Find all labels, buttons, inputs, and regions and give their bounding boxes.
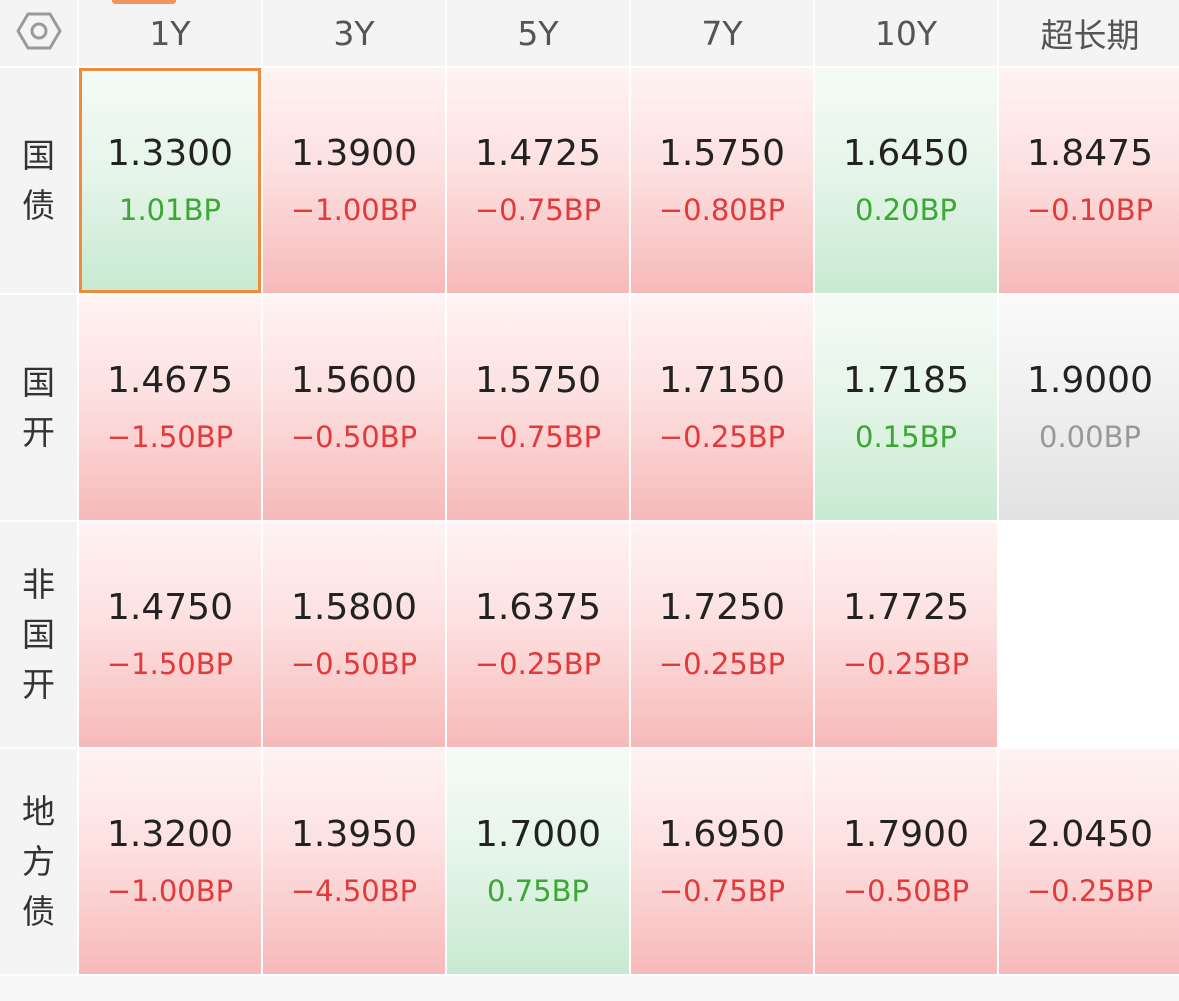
yield-value: 1.4675	[107, 359, 233, 401]
yield-change: −0.80BP	[658, 192, 786, 227]
yield-value: 1.3950	[291, 813, 417, 855]
row-label-char: 非	[22, 564, 55, 604]
yield-cell[interactable]: 1.5750 −0.80BP	[631, 68, 813, 293]
settings-button[interactable]	[0, 0, 176, 66]
yield-cell[interactable]: 1.4750 −1.50BP	[79, 522, 261, 747]
yield-value: 1.7725	[843, 586, 969, 628]
yield-value: 1.6450	[843, 132, 969, 174]
yield-change: −0.75BP	[474, 192, 602, 227]
hexagon-gear-icon	[16, 11, 62, 55]
active-tab-indicator	[112, 0, 176, 4]
yield-value: 1.3300	[107, 132, 233, 174]
yield-change: 0.20BP	[855, 192, 957, 227]
row-label-local-gov: 地 方 债	[0, 749, 77, 974]
tenor-header-7y: 7Y	[631, 0, 813, 66]
yield-value: 1.5750	[659, 132, 785, 174]
row-label-char: 开	[22, 664, 55, 704]
row-label-char: 债	[22, 185, 55, 225]
yield-cell[interactable]: 2.0450 −0.25BP	[999, 749, 1179, 974]
row-label-char: 国	[22, 135, 55, 175]
row-label-char: 国	[22, 362, 55, 402]
yield-change: −1.50BP	[106, 646, 234, 681]
yield-change: −0.75BP	[658, 873, 786, 908]
tenor-header-1y: 1Y	[79, 0, 261, 66]
yield-cell[interactable]: 1.3950 −4.50BP	[263, 749, 445, 974]
yield-cell[interactable]: 1.3200 −1.00BP	[79, 749, 261, 974]
yield-cell[interactable]: 1.5800 −0.50BP	[263, 522, 445, 747]
yield-change: −1.50BP	[106, 419, 234, 454]
row-label-char: 方	[22, 841, 55, 881]
yield-cell[interactable]: 1.6375 −0.25BP	[447, 522, 629, 747]
row-label-char: 债	[22, 891, 55, 931]
yield-value: 2.0450	[1027, 813, 1153, 855]
row-label-non-cdb: 非 国 开	[0, 522, 77, 747]
yield-value: 1.3200	[107, 813, 233, 855]
yield-cell[interactable]: 1.4725 −0.75BP	[447, 68, 629, 293]
yield-value: 1.9000	[1027, 359, 1153, 401]
yield-value: 1.7150	[659, 359, 785, 401]
row-label-char: 国	[22, 614, 55, 654]
yield-change: −1.00BP	[290, 192, 418, 227]
yield-cell[interactable]: 1.9000 0.00BP	[999, 295, 1179, 520]
yield-change: −0.25BP	[658, 419, 786, 454]
yield-cell[interactable]: 1.3900 −1.00BP	[263, 68, 445, 293]
yield-value: 1.4725	[475, 132, 601, 174]
yield-value: 1.7000	[475, 813, 601, 855]
yield-change: −0.50BP	[290, 646, 418, 681]
yield-value: 1.7250	[659, 586, 785, 628]
yield-cell[interactable]: 1.7150 −0.25BP	[631, 295, 813, 520]
tenor-header-3y: 3Y	[263, 0, 445, 66]
tenor-header-10y: 10Y	[815, 0, 997, 66]
yield-change: 0.75BP	[487, 873, 589, 908]
yield-cell[interactable]: 1.7185 0.15BP	[815, 295, 997, 520]
yield-cell[interactable]: 1.6950 −0.75BP	[631, 749, 813, 974]
yield-change: −0.25BP	[842, 646, 970, 681]
empty-cell	[999, 522, 1179, 747]
yield-change: −0.50BP	[842, 873, 970, 908]
row-label-char: 开	[22, 412, 55, 452]
bottom-divider	[0, 976, 1179, 1001]
row-label-cdb: 国 开	[0, 295, 77, 520]
yield-change: −1.00BP	[106, 873, 234, 908]
yield-cell[interactable]: 1.7725 −0.25BP	[815, 522, 997, 747]
yield-cell[interactable]: 1.8475 −0.10BP	[999, 68, 1179, 293]
yield-value: 1.6950	[659, 813, 785, 855]
yield-cell[interactable]: 1.4675 −1.50BP	[79, 295, 261, 520]
yield-cell[interactable]: 1.6450 0.20BP	[815, 68, 997, 293]
row-label-char: 地	[22, 791, 55, 831]
yield-value: 1.5800	[291, 586, 417, 628]
yield-cell[interactable]: 1.5600 −0.50BP	[263, 295, 445, 520]
yield-value: 1.5600	[291, 359, 417, 401]
yield-value: 1.8475	[1027, 132, 1153, 174]
yield-cell[interactable]: 1.7000 0.75BP	[447, 749, 629, 974]
yield-change: −0.10BP	[1026, 192, 1154, 227]
yield-cell[interactable]: 1.5750 −0.75BP	[447, 295, 629, 520]
yield-cell[interactable]: 1.7900 −0.50BP	[815, 749, 997, 974]
tenor-header-5y: 5Y	[447, 0, 629, 66]
yield-change: 0.15BP	[855, 419, 957, 454]
yield-value: 1.3900	[291, 132, 417, 174]
yield-change: 0.00BP	[1039, 419, 1141, 454]
yield-change: −0.50BP	[290, 419, 418, 454]
yield-cell[interactable]: 1.7250 −0.25BP	[631, 522, 813, 747]
yield-change: −0.25BP	[1026, 873, 1154, 908]
yield-change: 1.01BP	[119, 192, 221, 227]
row-label-treasury: 国 债	[0, 68, 77, 293]
yield-value: 1.7900	[843, 813, 969, 855]
yield-value: 1.4750	[107, 586, 233, 628]
yield-value: 1.5750	[475, 359, 601, 401]
yield-value: 1.7185	[843, 359, 969, 401]
yield-change: −0.25BP	[658, 646, 786, 681]
yield-change: −0.25BP	[474, 646, 602, 681]
tenor-header-ultra-long: 超长期	[999, 0, 1179, 66]
yield-value: 1.6375	[475, 586, 601, 628]
yield-change: −4.50BP	[290, 873, 418, 908]
yield-cell[interactable]: 1.3300 1.01BP	[79, 68, 261, 293]
yield-change: −0.75BP	[474, 419, 602, 454]
